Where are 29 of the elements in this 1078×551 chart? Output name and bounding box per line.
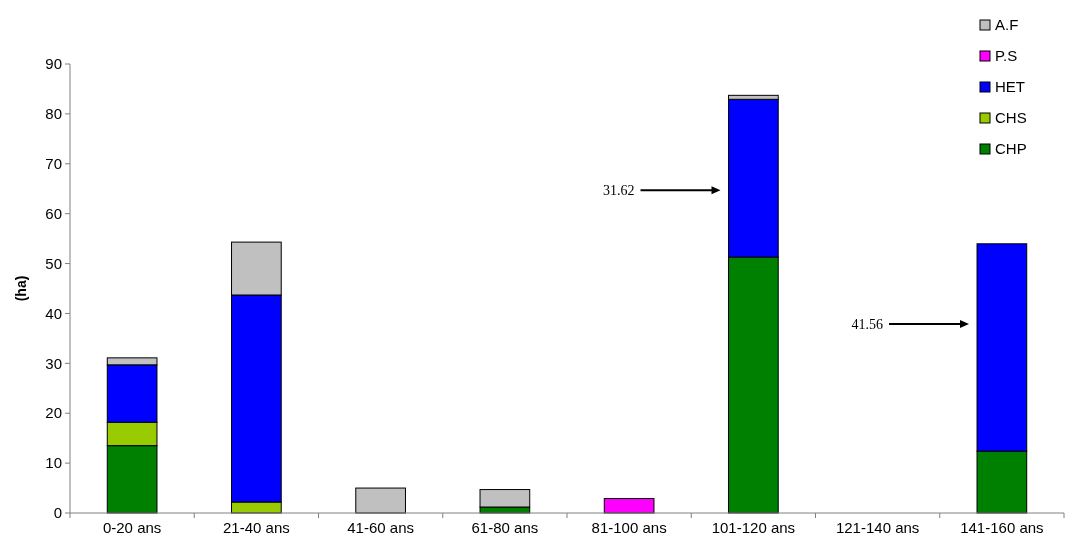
legend-label: A.F: [995, 16, 1019, 34]
y-tick-label: 70: [45, 155, 62, 173]
y-axis-title: (ha): [13, 275, 29, 302]
y-tick-label: 80: [45, 105, 62, 123]
x-tick-label: 141-160 ans: [960, 519, 1044, 536]
y-tick-label: 40: [45, 304, 62, 322]
annotation: 31.62: [603, 183, 635, 199]
x-tick-label: 121-140 ans: [835, 519, 920, 536]
legend-label: P.S: [995, 47, 1018, 65]
legend-label: CHS: [995, 109, 1027, 127]
x-tick-label: 61-80 ans: [471, 519, 539, 536]
y-tick-label: 90: [45, 55, 62, 73]
y-tick-label: 20: [45, 404, 62, 422]
legend-label: CHP: [995, 140, 1027, 158]
y-tick-label: 60: [45, 204, 62, 222]
bar: [355, 487, 406, 514]
x-tick-label: 0-20 ans: [102, 519, 162, 536]
bar: [479, 489, 531, 508]
x-tick-label: 21-40 ans: [223, 519, 290, 536]
x-tick-label: 41-60 ans: [347, 519, 414, 536]
x-tick-label: 101-120 ans: [711, 519, 796, 536]
legend-label: HET: [995, 78, 1025, 96]
y-tick-label: 0: [53, 504, 62, 522]
bar: [603, 498, 655, 514]
y-tick-label: 10: [45, 454, 62, 472]
x-tick-label: 81-100 ans: [591, 519, 667, 536]
y-tick-label: 50: [45, 254, 62, 272]
annotation: 41.56: [851, 316, 884, 332]
y-tick-label: 30: [45, 354, 62, 372]
